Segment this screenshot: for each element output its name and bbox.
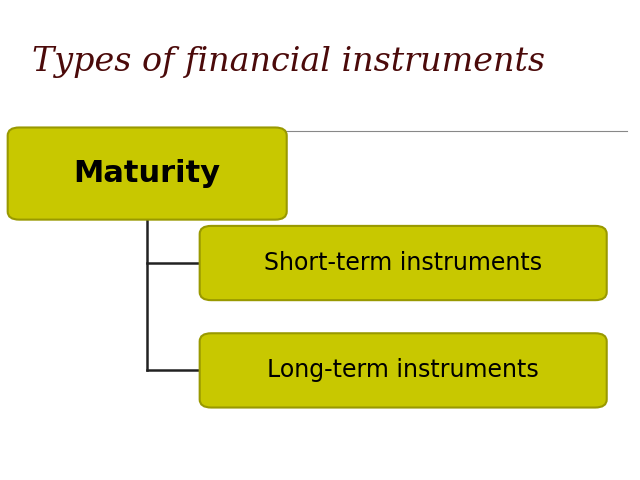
FancyBboxPatch shape [200, 226, 607, 300]
FancyBboxPatch shape [200, 333, 607, 408]
Text: Short-term instruments: Short-term instruments [264, 251, 542, 275]
FancyBboxPatch shape [8, 128, 287, 220]
Text: Long-term instruments: Long-term instruments [268, 359, 539, 383]
Text: Maturity: Maturity [74, 159, 221, 188]
Text: Types of financial instruments: Types of financial instruments [32, 46, 545, 78]
